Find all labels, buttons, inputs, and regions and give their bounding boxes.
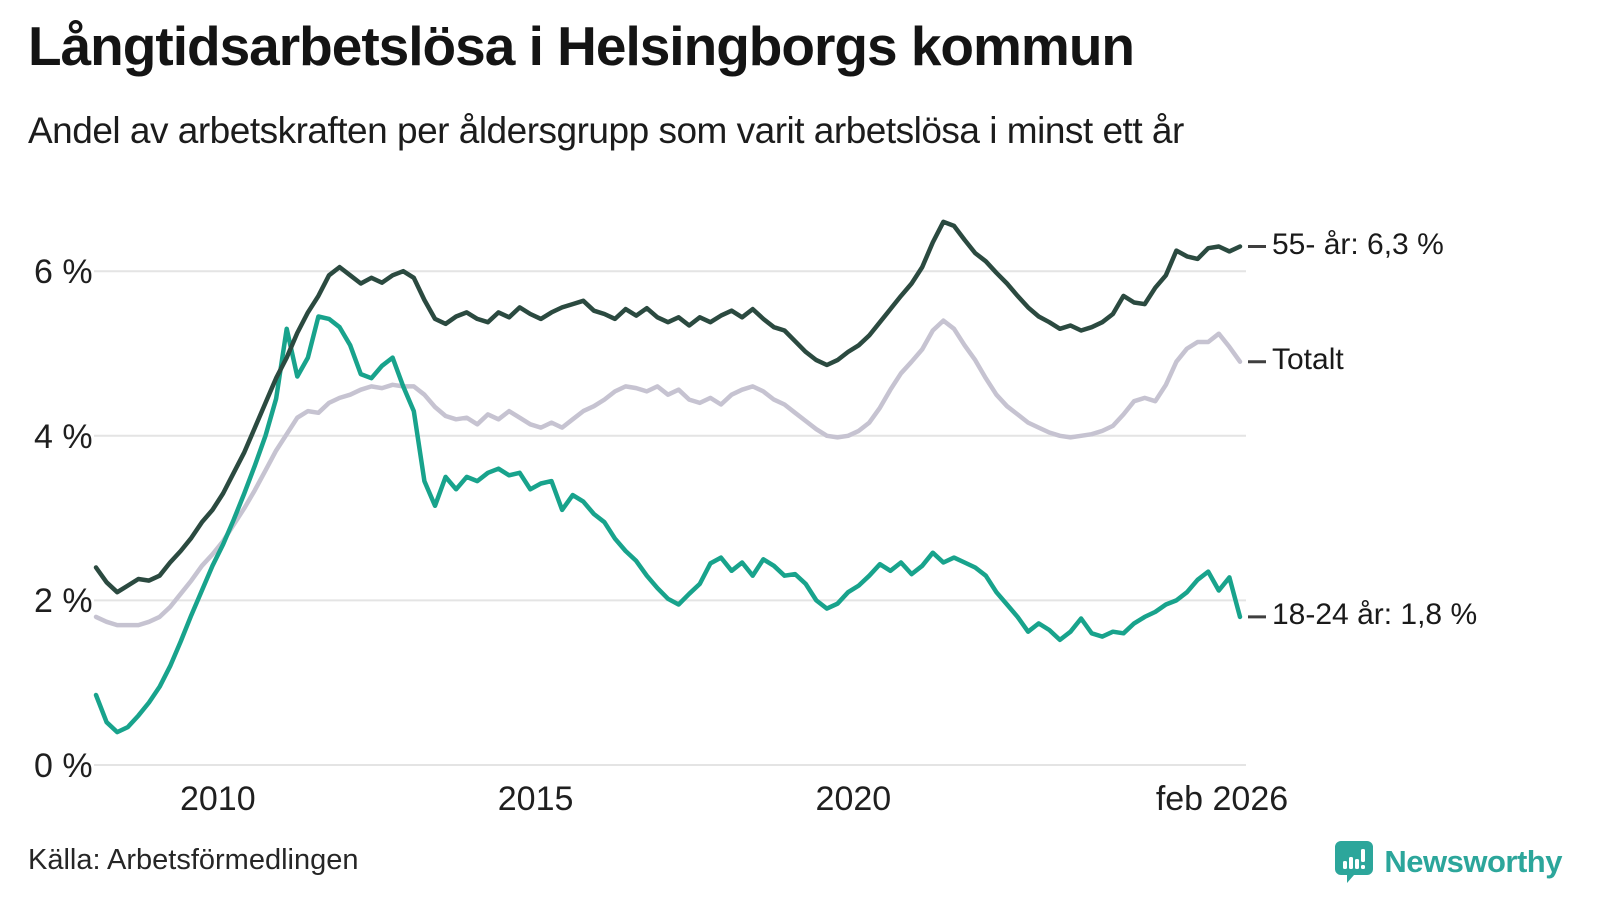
page-subtitle: Andel av arbetskraften per åldersgrupp s…	[28, 110, 1184, 151]
brand: Newsworthy	[1334, 840, 1562, 884]
series-line-totalt	[93, 318, 1243, 628]
page-title: Långtidsarbetslösa i Helsingborgs kommun	[28, 15, 1135, 77]
x-axis-label-2010: 2010	[179, 780, 256, 818]
x-axis-label-feb-2026: feb 2026	[1155, 780, 1289, 818]
newsworthy-logo-icon	[1335, 841, 1374, 883]
series-end-label-18-24: 18-24 år: 1,8 %	[1272, 597, 1478, 631]
series-line-55-r	[93, 219, 1243, 595]
y-axis-label-0: 0 %	[34, 747, 93, 785]
x-axis-label-2020: 2020	[815, 780, 892, 818]
y-axis-label-4: 4 %	[34, 417, 93, 456]
series-line-18-24-r	[93, 314, 1243, 735]
source-note: Källa: Arbetsförmedlingen	[28, 844, 359, 876]
y-axis-label-6: 6 %	[34, 253, 93, 292]
series-end-label-totalt: Totalt	[1272, 342, 1344, 376]
y-axis-label-2: 2 %	[34, 582, 93, 621]
x-axis-label-2015: 2015	[497, 780, 574, 818]
brand-name: Newsworthy	[1384, 844, 1562, 879]
series-end-label-55: 55- år: 6,3 %	[1272, 227, 1444, 261]
